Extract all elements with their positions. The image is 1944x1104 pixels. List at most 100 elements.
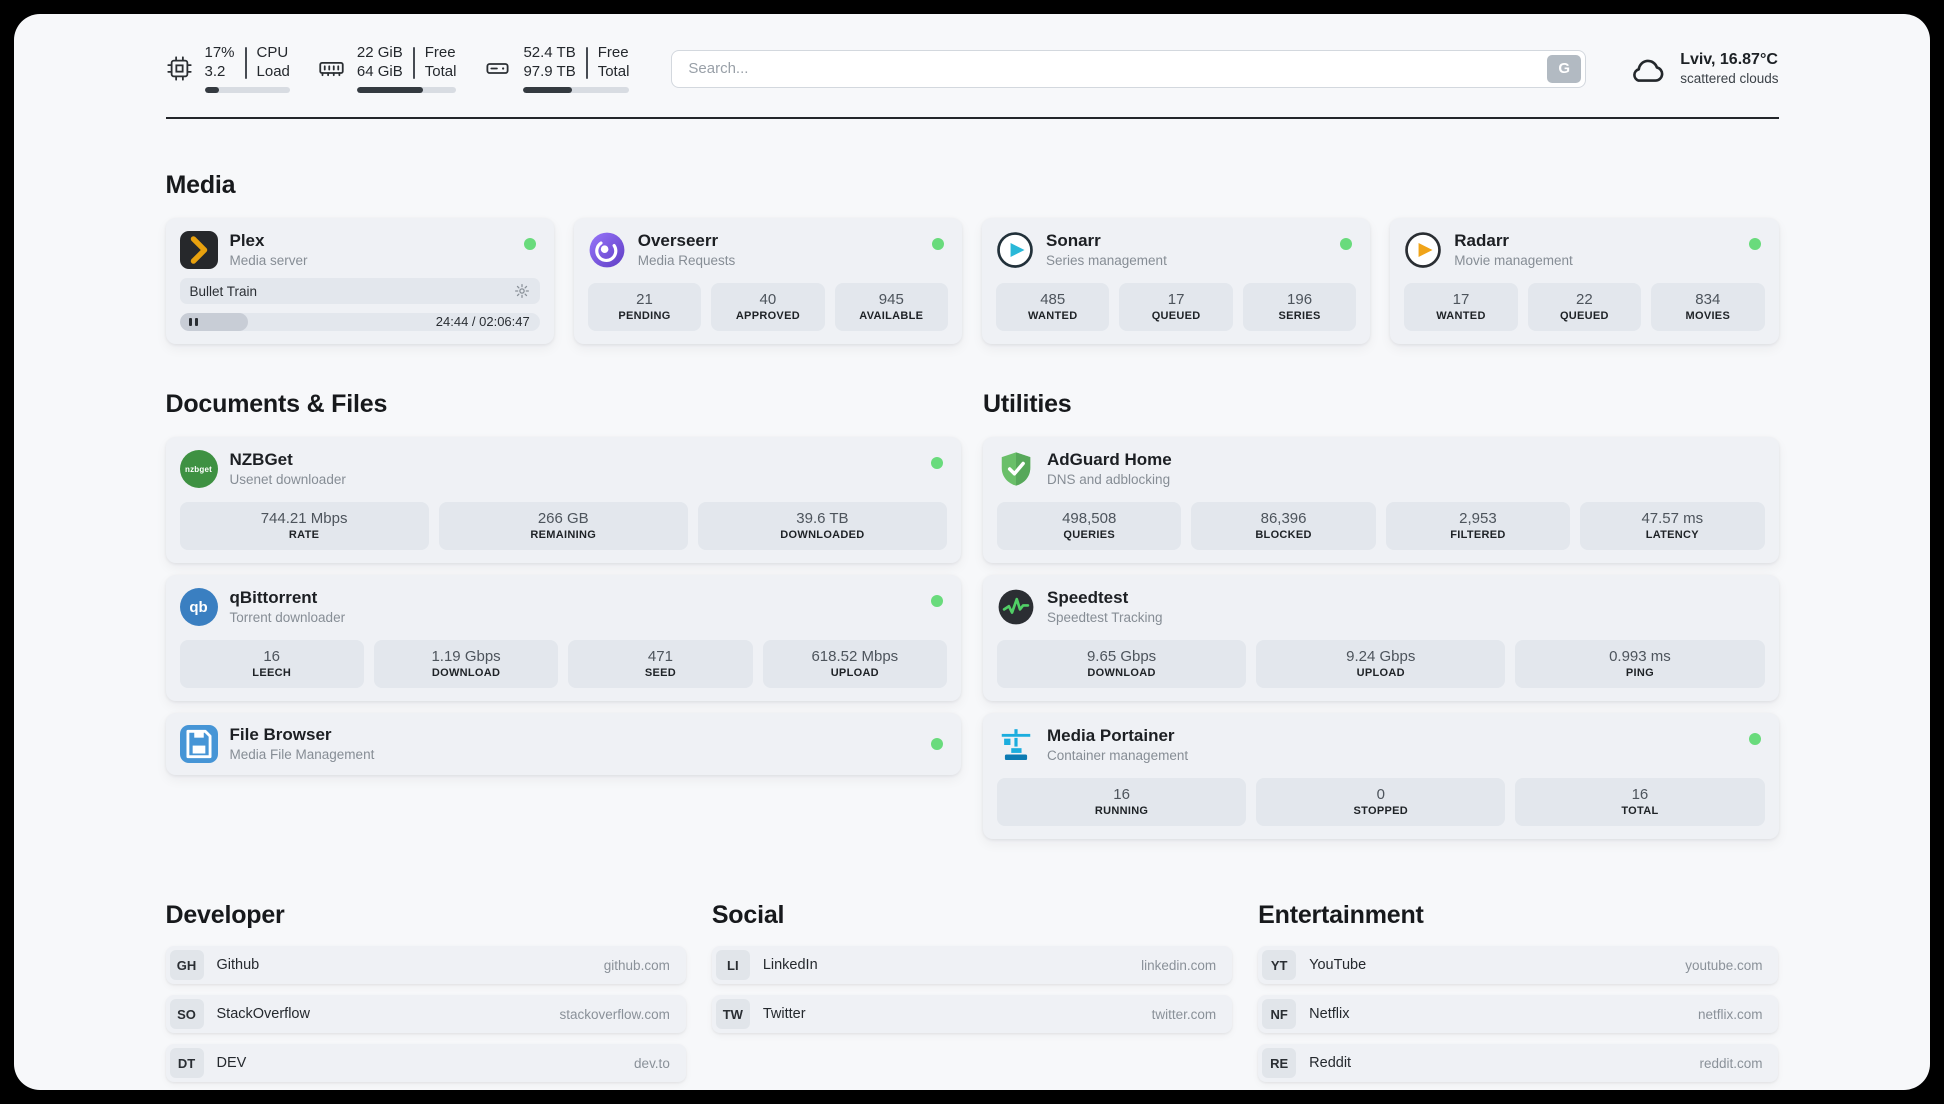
stat-label: UPLOAD	[1356, 667, 1405, 679]
status-dot	[932, 238, 944, 250]
section-media: Media Plex Media server	[165, 171, 1779, 344]
link-row-reddit[interactable]: RE Reddit reddit.com	[1258, 1044, 1779, 1082]
app-card-speedtest[interactable]: Speedtest Speedtest Tracking 9.65 Gbps D…	[983, 575, 1779, 701]
ram-labels: Free Total	[425, 44, 457, 81]
link-row-stackoverflow[interactable]: SO StackOverflow stackoverflow.com	[165, 995, 686, 1033]
app-card-filebrowser[interactable]: File Browser Media File Management	[165, 713, 961, 775]
app-card-sonarr[interactable]: Sonarr Series management 485 WANTED 17 Q…	[982, 218, 1371, 344]
hard-drive-icon	[484, 55, 511, 82]
disk-total-label: Total	[597, 63, 630, 80]
cpu-widget: 17% 3.2 CPU Load	[166, 44, 290, 93]
cpu-load-label: Load	[256, 63, 290, 80]
app-card-qbittorrent[interactable]: qb qBittorrent Torrent downloader 16	[165, 575, 961, 701]
link-name: DEV	[216, 1055, 247, 1071]
stat-value: 9.65 Gbps	[1086, 648, 1157, 665]
app-subtitle: Series management	[1046, 253, 1167, 268]
link-url: stackoverflow.com	[559, 1006, 670, 1022]
link-row-linkedin[interactable]: LI LinkedIn linkedin.com	[711, 946, 1233, 984]
plex-seek-bar[interactable]: 24:44 / 02:06:47	[179, 313, 540, 331]
disk-free-value: 52.4 TB	[523, 44, 576, 61]
app-name: AdGuard Home	[1047, 450, 1172, 469]
stat-label: STOPPED	[1353, 805, 1408, 817]
cloud-icon	[1626, 52, 1668, 86]
link-name: LinkedIn	[762, 957, 818, 973]
link-badge: DT	[169, 1048, 204, 1078]
link-row-dev[interactable]: DT DEV dev.to	[165, 1044, 686, 1082]
link-name: Twitter	[762, 1006, 806, 1022]
link-badge: NF	[1262, 999, 1297, 1029]
weather-location: Lviv, 16.87°C	[1680, 51, 1778, 68]
stat-value: 471	[647, 648, 673, 665]
social-section-title: Social	[711, 901, 785, 929]
stat-box: 16 LEECH	[179, 640, 364, 688]
cpu-chip-icon	[166, 55, 193, 82]
stat-label: SEED	[644, 667, 677, 679]
pause-icon[interactable]	[188, 318, 198, 326]
stat-box: 196 SERIES	[1242, 283, 1357, 331]
link-url: dev.to	[634, 1055, 670, 1071]
stat-label: WANTED	[1027, 310, 1078, 322]
stat-value: 17	[1452, 291, 1470, 308]
app-card-plex[interactable]: Plex Media server Bullet Train	[165, 218, 554, 344]
link-url: netflix.com	[1697, 1006, 1763, 1022]
stat-label: FILTERED	[1450, 529, 1506, 541]
stat-value: 0.993 ms	[1609, 648, 1671, 665]
nzbget-icon: nzbget	[179, 450, 218, 488]
gear-icon[interactable]	[514, 283, 530, 299]
status-dot	[1748, 238, 1761, 250]
app-card-nzbget[interactable]: nzbget NZBGet Usenet downloader 744.21 M…	[165, 437, 961, 563]
search-engine-button[interactable]: G	[1547, 54, 1582, 83]
stat-value: 22	[1576, 291, 1593, 308]
link-row-github[interactable]: GH Github github.com	[165, 946, 686, 984]
stat-box: 485 WANTED	[996, 283, 1110, 331]
entertainment-section-title: Entertainment	[1258, 901, 1424, 929]
link-name: YouTube	[1309, 957, 1367, 973]
stat-label: SERIES	[1278, 310, 1321, 322]
app-card-overseerr[interactable]: Overseerr Media Requests 21 PENDING 40 A…	[573, 218, 962, 344]
stat-label: APPROVED	[735, 310, 800, 322]
filebrowser-icon	[179, 725, 218, 763]
app-name: Sonarr	[1046, 231, 1101, 250]
section-documents: Documents & Files nzbget NZBGet Usenet d…	[165, 390, 961, 775]
stat-box: 47.57 ms LATENCY	[1580, 502, 1765, 550]
stat-label: QUEUED	[1151, 310, 1201, 322]
developer-section-title: Developer	[165, 901, 285, 929]
status-dot	[931, 457, 943, 469]
stat-value: 9.24 Gbps	[1346, 648, 1416, 665]
link-url: twitter.com	[1151, 1006, 1217, 1022]
stat-box: 40 APPROVED	[711, 283, 825, 331]
app-subtitle: Torrent downloader	[229, 610, 346, 625]
cpu-load-value: 3.2	[204, 63, 226, 80]
stat-value: 47.57 ms	[1641, 510, 1704, 527]
cpu-progress-bar	[204, 87, 290, 93]
section-entertainment: Entertainment YT YouTube youtube.com NF …	[1258, 901, 1779, 1082]
stat-label: MOVIES	[1685, 310, 1731, 322]
link-row-twitter[interactable]: TW Twitter twitter.com	[711, 995, 1233, 1033]
stat-label: PENDING	[618, 310, 671, 322]
link-row-youtube[interactable]: YT YouTube youtube.com	[1258, 946, 1779, 984]
stat-box: 1.19 Gbps DOWNLOAD	[373, 640, 559, 688]
stat-label: AVAILABLE	[859, 310, 924, 322]
app-subtitle: Container management	[1047, 748, 1189, 763]
stat-box: 498,508 QUERIES	[997, 502, 1182, 550]
search-input[interactable]	[671, 49, 1587, 88]
dashboard-page: 17% 3.2 CPU Load	[14, 14, 1930, 1090]
disk-progress-fill	[523, 87, 573, 93]
stat-value: 16	[1113, 786, 1130, 803]
stat-label: WANTED	[1436, 310, 1486, 322]
plex-playback-time: 24:44 / 02:06:47	[435, 314, 530, 329]
stat-box: 0 STOPPED	[1256, 778, 1506, 826]
link-row-netflix[interactable]: NF Netflix netflix.com	[1258, 995, 1779, 1033]
now-playing-title: Bullet Train	[189, 283, 258, 299]
cpu-divider	[244, 46, 247, 79]
app-card-radarr[interactable]: Radarr Movie management 17 WANTED 22 QUE…	[1390, 218, 1779, 344]
app-card-portainer[interactable]: Media Portainer Container management 16 …	[983, 713, 1779, 839]
app-subtitle: Media Requests	[637, 253, 736, 268]
link-name: StackOverflow	[216, 1006, 310, 1022]
stat-value: 16	[1631, 786, 1649, 803]
app-card-adguard[interactable]: AdGuard Home DNS and adblocking 498,508 …	[983, 437, 1779, 563]
stat-label: DOWNLOAD	[431, 667, 501, 679]
app-name: Speedtest	[1047, 588, 1129, 607]
status-dot	[1748, 733, 1761, 745]
link-url: linkedin.com	[1141, 957, 1217, 973]
